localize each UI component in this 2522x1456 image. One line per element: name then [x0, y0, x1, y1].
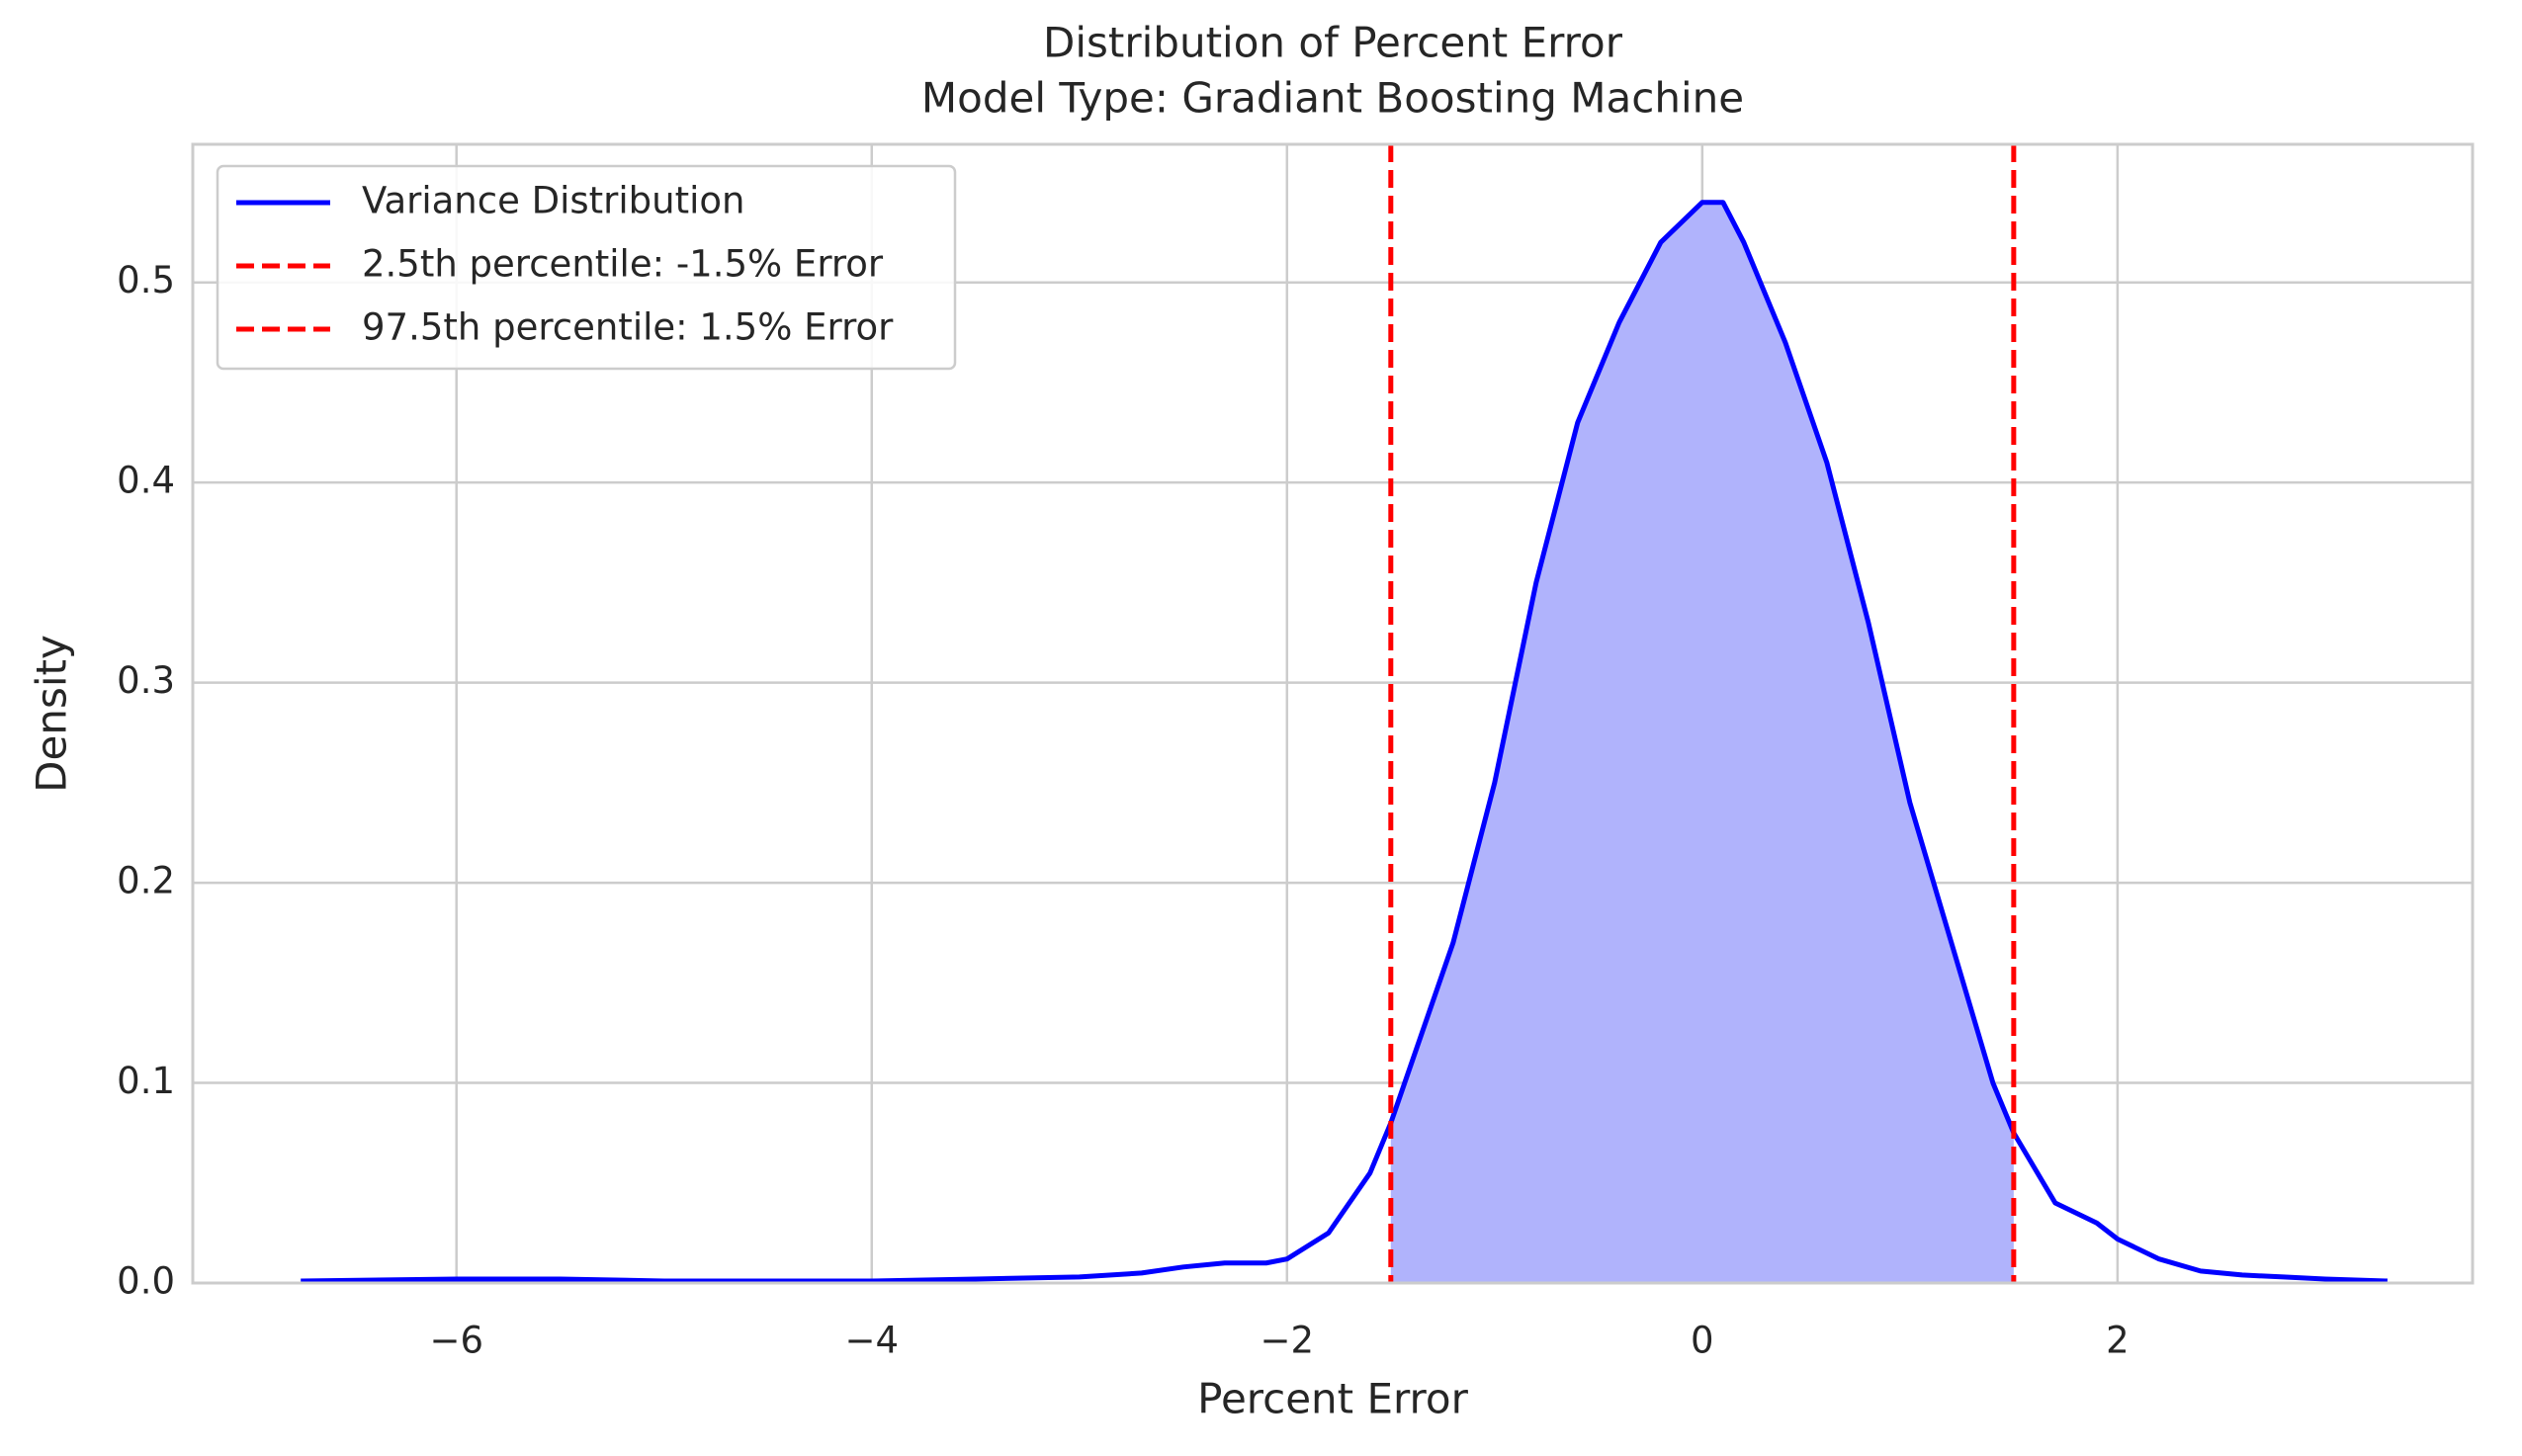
y-tick-label: 0.4 — [117, 460, 175, 502]
legend-label: Variance Distribution — [362, 180, 744, 222]
x-tick-label: −4 — [844, 1320, 899, 1362]
legend-label: 97.5th percentile: 1.5% Error — [362, 306, 894, 349]
y-tick-label: 0.2 — [117, 860, 175, 902]
legend-label: 2.5th percentile: -1.5% Error — [362, 243, 884, 286]
x-tick-label: −6 — [429, 1320, 483, 1362]
x-tick-label: −2 — [1261, 1320, 1315, 1362]
shaded-area — [1390, 202, 2014, 1284]
y-tick-label: 0.0 — [117, 1260, 175, 1303]
y-tick-label: 0.3 — [117, 659, 175, 702]
density-line — [301, 200, 2388, 1284]
y-tick-label: 0.1 — [117, 1060, 175, 1102]
x-tick-label: 0 — [1691, 1320, 1714, 1362]
legend-box — [216, 164, 957, 371]
y-axis-label: Density — [28, 635, 76, 793]
x-axis-label: Percent Error — [1197, 1375, 1468, 1423]
x-tick-label: 2 — [2106, 1320, 2130, 1362]
chart-subtitle: Model Type: Gradiant Boosting Machine — [921, 74, 1744, 123]
plot-frame — [191, 142, 2475, 1285]
chart-title: Distribution of Percent Error — [1043, 19, 1623, 67]
y-tick-label: 0.5 — [117, 259, 175, 301]
